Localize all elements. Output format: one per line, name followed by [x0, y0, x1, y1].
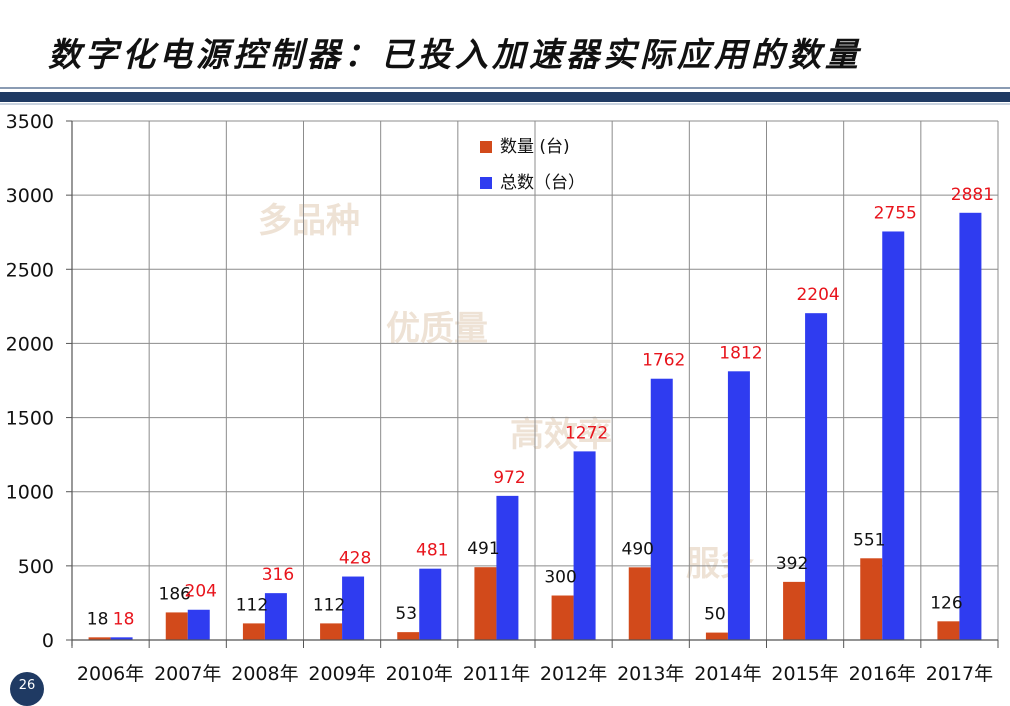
data-label-quantity: 392	[776, 554, 808, 574]
data-label-total: 2755	[874, 203, 917, 223]
watermark-text: 优质量	[386, 309, 488, 349]
y-tick-label: 1500	[6, 408, 54, 430]
x-tick-label: 2013年	[617, 663, 684, 685]
data-label-quantity: 491	[467, 539, 499, 559]
data-label-total: 2204	[796, 285, 839, 305]
data-label-total: 1812	[719, 343, 762, 363]
data-label-quantity: 300	[544, 568, 576, 588]
legend-label-quantity: 数量 (台)	[500, 137, 570, 157]
header-rule-thick	[0, 92, 1010, 102]
bar-quantity	[242, 623, 265, 640]
header-rule-under	[0, 103, 1010, 105]
data-label-quantity: 126	[930, 593, 962, 613]
x-tick-label: 2006年	[77, 663, 144, 685]
data-label-total: 18	[113, 609, 135, 629]
y-tick-label: 1000	[6, 482, 54, 504]
y-tick-label: 2000	[6, 333, 54, 355]
bar-total	[496, 495, 519, 640]
bars	[88, 212, 982, 641]
data-label-total: 481	[416, 541, 448, 561]
bar-quantity	[937, 621, 960, 640]
y-tick-label: 3000	[6, 185, 54, 207]
x-tick-label: 2008年	[231, 663, 298, 685]
bar-total	[573, 451, 596, 640]
data-label-total: 1272	[565, 423, 608, 443]
watermark-text: 多品种	[258, 201, 360, 241]
x-tick-label: 2009年	[308, 663, 375, 685]
bar-quantity	[705, 632, 728, 640]
data-label-quantity: 490	[622, 539, 654, 559]
data-label-total: 316	[262, 565, 294, 585]
bar-quantity	[551, 595, 574, 640]
x-tick-label: 2015年	[771, 663, 838, 685]
data-label-total: 972	[493, 468, 525, 488]
x-tick-label: 2011年	[463, 663, 530, 685]
axes: 0 500 1000 1500 2000 2500 3000 3500 2006年 2007年 20…	[6, 111, 999, 685]
y-tick-label: 2500	[6, 259, 54, 281]
data-label-total: 2881	[951, 185, 994, 205]
bar-total	[805, 313, 828, 640]
bar-total	[264, 593, 287, 640]
gridlines	[71, 120, 999, 640]
y-tick-label: 3500	[6, 111, 54, 133]
legend-swatch-quantity	[480, 141, 492, 153]
data-label-quantity: 186	[159, 584, 191, 604]
bar-quantity	[474, 567, 497, 640]
bar-total	[110, 637, 133, 640]
data-label-quantity: 112	[313, 595, 345, 615]
data-label-quantity: 18	[87, 609, 109, 629]
legend: 数量 (台) 总数（台）	[480, 137, 585, 193]
x-tick-label: 2016年	[849, 663, 916, 685]
bar-total	[727, 371, 750, 640]
watermark-text: 高效率	[510, 415, 612, 455]
data-label-total: 204	[185, 582, 217, 602]
slide-title: 数字化电源控制器：已投入加速器实际应用的数量	[48, 35, 862, 74]
page-number-badge: 26	[10, 672, 44, 706]
x-tick-label: 2010年	[386, 663, 453, 685]
bar-total	[650, 378, 673, 640]
data-label-total: 1762	[642, 351, 685, 371]
bar-total	[187, 609, 210, 640]
data-label-quantity: 50	[704, 605, 726, 625]
watermark-layer: 多品种 优质量 高效率 服务	[258, 201, 754, 584]
x-tick-label: 2012年	[540, 663, 607, 685]
bar-quantity	[88, 637, 111, 640]
data-label-quantity: 551	[853, 530, 885, 550]
header-rule-thin	[0, 87, 1010, 89]
legend-swatch-total	[480, 177, 492, 189]
bar-quantity	[397, 632, 420, 640]
bar-quantity	[320, 623, 343, 640]
bar-quantity	[628, 567, 651, 640]
bar-total	[419, 568, 442, 640]
legend-label-total: 总数（台）	[500, 173, 585, 193]
data-label-quantity: 112	[236, 595, 268, 615]
bar-total	[959, 212, 982, 640]
bar-chart: 多品种 优质量 高效率 服务 0 500 1000 1500 2000 2500 3000 3…	[6, 111, 999, 685]
y-tick-label: 0	[42, 630, 54, 652]
x-tick-label: 2007年	[154, 663, 221, 685]
bar-quantity	[165, 612, 188, 640]
data-label-quantity: 53	[395, 604, 417, 624]
bar-quantity	[783, 581, 806, 640]
x-tick-label: 2014年	[694, 663, 761, 685]
x-tick-label: 2017年	[926, 663, 993, 685]
y-tick-label: 500	[18, 556, 54, 578]
bar-total	[882, 231, 905, 641]
data-label-total: 428	[339, 549, 371, 569]
bar-total	[342, 576, 365, 640]
bar-quantity	[860, 558, 883, 640]
